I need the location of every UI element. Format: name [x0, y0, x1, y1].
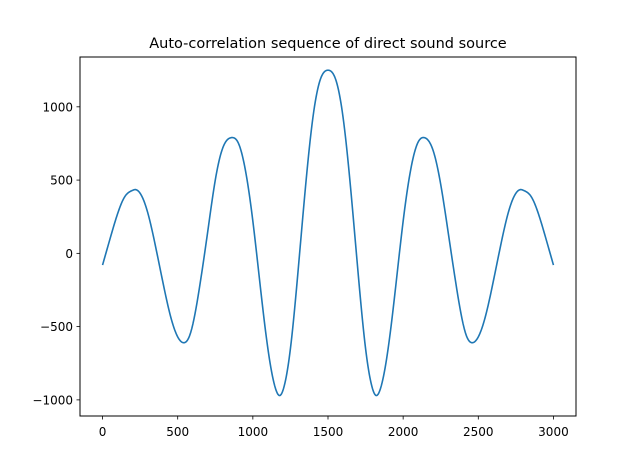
x-tick-label: 1500	[313, 425, 344, 439]
plot-area	[101, 69, 555, 397]
y-tick-label: 0	[65, 247, 73, 261]
x-tick-label: 0	[99, 425, 107, 439]
y-tick-label: 500	[50, 174, 73, 188]
x-tick-label: 2000	[388, 425, 419, 439]
chart-title: Auto-correlation sequence of direct soun…	[149, 36, 507, 52]
series-line-0	[101, 69, 555, 397]
x-tick-label: 3000	[538, 425, 569, 439]
x-tick-label: 2500	[463, 425, 494, 439]
x-tick-label: 1000	[238, 425, 269, 439]
y-tick-label: −1000	[32, 393, 73, 407]
x-tick-label: 500	[166, 425, 189, 439]
x-axis: 0 500 1000 1500 2000 2500 3000	[99, 416, 569, 439]
y-tick-label: 1000	[42, 100, 73, 114]
axes-frame	[79, 56, 577, 417]
y-axis: −1000 −500 0 500 1000	[32, 100, 80, 407]
y-tick-label: −500	[40, 320, 73, 334]
